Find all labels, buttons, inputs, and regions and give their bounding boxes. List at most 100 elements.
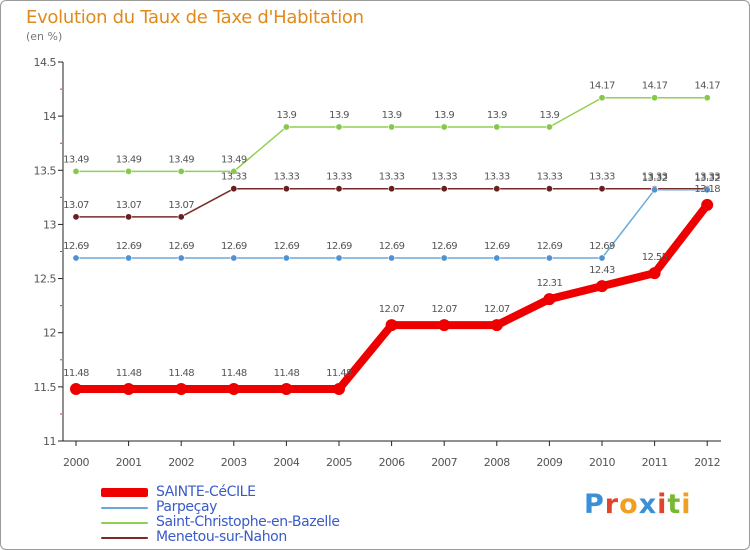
- data-point: [280, 383, 293, 396]
- data-label: 12.69: [431, 241, 457, 252]
- series-line: [72, 200, 712, 394]
- data-label: 13.33: [326, 172, 352, 183]
- data-point: [703, 94, 711, 102]
- data-label: 12.69: [379, 241, 405, 252]
- data-point: [388, 185, 396, 193]
- data-point: [333, 383, 345, 396]
- data-label: 11.48: [326, 368, 352, 379]
- data-point: [230, 254, 238, 262]
- data-point: [177, 254, 185, 262]
- data-label: 13.9: [539, 110, 559, 121]
- data-point: [230, 167, 238, 175]
- data-label: 13.9: [329, 110, 349, 121]
- data-point: [545, 123, 553, 131]
- logo-letter: i: [681, 489, 692, 520]
- data-label: 12.69: [168, 241, 194, 252]
- data-point: [651, 94, 659, 102]
- logo-letter: P: [584, 489, 605, 520]
- data-point: [596, 280, 608, 293]
- data-label: 12.69: [484, 241, 510, 252]
- data-label: 13.33: [431, 172, 457, 183]
- data-point: [230, 185, 238, 193]
- data-label-layer: 13.49 13.49 13.49 13.49 13.9 13.9 13.9 13.9 13.9…: [63, 81, 721, 379]
- data-point: [440, 123, 448, 131]
- x-tick-label: 2006: [379, 456, 405, 469]
- data-point: [175, 383, 188, 396]
- data-point: [282, 185, 290, 193]
- legend-item[interactable]: SAINTE-CéCILE: [101, 485, 340, 500]
- data-label: 14.17: [642, 81, 668, 92]
- data-label: 12.69: [274, 241, 300, 252]
- y-tick-label: 13: [43, 218, 56, 231]
- data-point: [545, 185, 553, 193]
- data-point: [701, 198, 714, 211]
- logo-letter: i: [657, 489, 668, 520]
- data-point: [490, 319, 503, 332]
- legend-item[interactable]: Menetou-sur-Nahon: [101, 530, 340, 545]
- data-label: 13.07: [63, 200, 89, 211]
- data-label: 12.69: [221, 241, 247, 252]
- data-point: [72, 254, 80, 262]
- data-label: 12.07: [431, 304, 457, 315]
- data-label: 13.32: [642, 173, 668, 184]
- data-label: 13.33: [221, 172, 247, 183]
- data-label: 13.33: [537, 172, 563, 183]
- legend-item[interactable]: Parpeçay: [101, 500, 340, 515]
- logo-letter: t: [667, 489, 682, 520]
- data-label: 11.48: [63, 368, 89, 379]
- data-point: [282, 123, 290, 131]
- data-label: 13.18: [694, 184, 720, 195]
- data-point: [648, 267, 661, 280]
- data-label: 13.49: [63, 154, 89, 165]
- data-point: [440, 254, 448, 262]
- data-point: [388, 254, 396, 262]
- data-label: 12.43: [589, 265, 615, 276]
- y-tick-label: 12.5: [34, 273, 57, 286]
- data-label: 13.49: [221, 154, 247, 165]
- data-label: 11.48: [116, 368, 142, 379]
- legend-swatch: [101, 536, 148, 539]
- data-point: [543, 293, 556, 306]
- legend-swatch: [101, 488, 148, 497]
- y-tick-label: 13.5: [34, 164, 57, 177]
- logo-letter: x: [638, 489, 658, 520]
- y-unit-label: (en %): [26, 30, 63, 43]
- data-label: 13.9: [434, 110, 454, 121]
- y-tick-label: 14.5: [34, 56, 57, 69]
- x-tick-label: 2003: [221, 456, 247, 469]
- proxiti-logo: Proxiti: [584, 489, 692, 520]
- data-point: [388, 123, 396, 131]
- x-tick-label: 2007: [431, 456, 457, 469]
- data-point: [438, 319, 451, 332]
- data-label: 14.17: [694, 81, 720, 92]
- x-tick-label: 2001: [116, 456, 142, 469]
- y-tick-label: 11: [43, 435, 56, 448]
- legend-label: Saint-Christophe-en-Bazelle: [156, 514, 340, 530]
- data-label: 13.49: [116, 154, 142, 165]
- legend-item[interactable]: Saint-Christophe-en-Bazelle: [101, 515, 340, 530]
- data-label: 12.07: [379, 304, 405, 315]
- x-tick-label: 2008: [484, 456, 510, 469]
- data-label: 13.9: [276, 110, 296, 121]
- data-label: 11.48: [168, 368, 194, 379]
- data-label: 12.31: [537, 278, 563, 289]
- data-point: [651, 186, 659, 194]
- data-label: 13.33: [484, 172, 510, 183]
- y-tick-label: 14: [43, 110, 56, 123]
- data-label: 11.48: [221, 368, 247, 379]
- data-point: [177, 213, 185, 221]
- data-label: 12.69: [537, 241, 563, 252]
- x-tick-label: 2004: [273, 456, 299, 469]
- data-point: [335, 123, 343, 131]
- data-label: 13.49: [168, 154, 194, 165]
- data-point: [493, 123, 501, 131]
- x-tick-label: 2010: [589, 456, 615, 469]
- chart-title: Evolution du Taux de Taxe d'Habitation: [26, 7, 364, 28]
- y-tick-label: 11.5: [34, 381, 57, 394]
- data-point: [598, 185, 606, 193]
- data-point: [545, 254, 553, 262]
- data-label: 14.17: [589, 81, 615, 92]
- legend-swatch: [101, 506, 148, 509]
